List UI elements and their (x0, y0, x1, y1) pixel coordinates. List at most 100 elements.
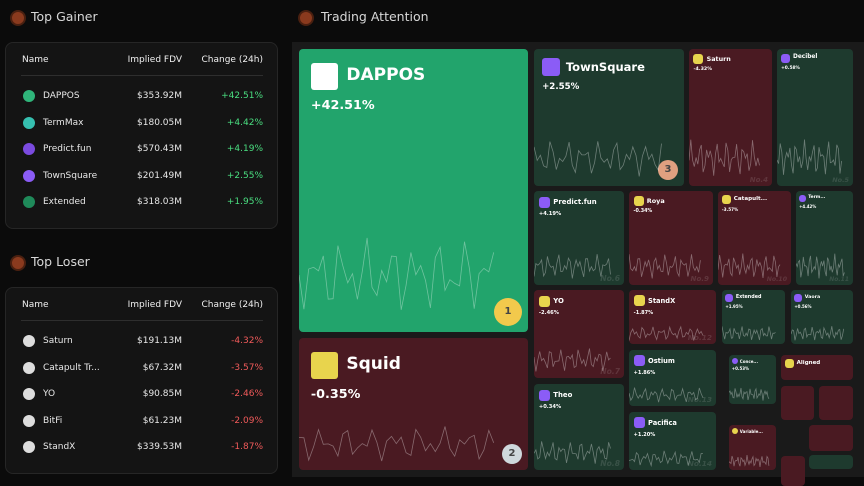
sparkline (729, 387, 770, 401)
token-icon (799, 194, 807, 202)
rank-label: No.4 (749, 175, 768, 184)
sparkline (777, 139, 842, 176)
tile-change: +4.42% (799, 203, 817, 209)
tile-change: +0.56% (794, 304, 812, 310)
tile-name: Variable... (739, 428, 763, 434)
tile-name: YO (553, 296, 564, 305)
token-icon (310, 351, 338, 379)
tile-name: Ostium (648, 356, 675, 365)
token-icon (725, 293, 734, 302)
fdv: $318.03M (137, 197, 182, 207)
tile-change: -4.32% (693, 67, 712, 73)
tile-name: Saturn (706, 54, 731, 63)
sparkline-path (729, 387, 770, 401)
token-icon (781, 53, 791, 63)
token-icon (23, 143, 35, 155)
column-header: Name (22, 55, 49, 65)
tile-change: +2.55% (542, 82, 580, 92)
column-header: Name (22, 300, 49, 310)
treemap: DAPPOS +42.51% 1 Squid -0.35% 2 TownSquare +2.5… (292, 42, 864, 486)
rank-label: No.13 (687, 395, 712, 404)
sparkline-path (629, 325, 704, 341)
change: -3.57% (231, 362, 263, 373)
tile-name: Vaora (804, 294, 821, 300)
tile-name: Conce... (739, 358, 758, 364)
sparkline-path (689, 140, 760, 177)
sparkline-path (299, 425, 495, 462)
tile-name: Roya (646, 196, 665, 205)
icon (10, 10, 26, 26)
sparkline-path (629, 253, 701, 279)
tile: Conce... +0.53% (729, 355, 776, 404)
sparkline (299, 237, 495, 310)
tile-name: StandX (648, 296, 676, 305)
change: -2.09% (231, 415, 263, 426)
column-header: Implied FDV (127, 55, 182, 65)
tile-change: -2.46% (538, 310, 559, 316)
sparkline-path (629, 387, 704, 403)
column-header: Change (24h) (201, 300, 264, 310)
tile-name: Theo (553, 390, 573, 399)
sparkline (796, 253, 845, 279)
token-name: BitFi (43, 415, 63, 426)
loser-card: Name Implied FDV Change (24h) Saturn $191.13… (5, 287, 278, 474)
token-icon (731, 358, 738, 365)
tile-name: Decibel (793, 54, 818, 61)
token-icon (23, 361, 35, 374)
icon (10, 255, 26, 271)
tile-change: +1.86% (633, 369, 656, 376)
tile: TownSquare +2.55% 3 (534, 49, 684, 186)
tile (819, 386, 853, 420)
token-name: Catapult Tr... (43, 362, 100, 373)
token-icon (23, 116, 35, 129)
tile: Vaora +0.56% (791, 290, 853, 344)
tile: Catapult... -3.57% No.10 (718, 191, 791, 285)
rank-label: No.6 (600, 274, 620, 283)
sparkline-path (791, 325, 845, 341)
tile-name: DAPPOS (346, 65, 426, 86)
tile-name: Pacifica (648, 418, 677, 427)
change: +4.19% (226, 144, 263, 154)
gainer-card: Name Implied FDV Change (24h) DAPPOS $353.92… (5, 42, 278, 229)
change: +42.51% (221, 91, 263, 101)
tile-name: Catapult... (733, 196, 768, 203)
change: -2.46% (231, 389, 263, 399)
token-icon (542, 58, 561, 77)
token-icon (538, 196, 550, 208)
rank-badge: 1 (494, 298, 522, 326)
token-icon (23, 388, 35, 400)
sparkline-path (718, 253, 781, 278)
rank-label: No.12 (687, 333, 712, 342)
token-icon (721, 195, 731, 205)
tile: Extended +1.95% (722, 290, 785, 344)
rank-label: No.8 (600, 459, 620, 468)
token-icon (23, 441, 35, 453)
sparkline (729, 454, 770, 467)
divider (21, 75, 263, 76)
sparkline (689, 140, 760, 177)
tile-name: TownSquare (565, 59, 645, 74)
sparkline-path (729, 454, 770, 467)
sparkline-path (534, 441, 611, 465)
tile-change: +0.53% (731, 366, 750, 372)
fdv: $67.32M (142, 362, 182, 373)
change: +4.42% (226, 117, 263, 128)
change: -4.32% (231, 336, 263, 346)
sparkline (534, 141, 662, 177)
tile-change: -3.57% (721, 207, 739, 213)
token-name: DAPPOS (43, 91, 80, 101)
tile-change: +0.58% (781, 65, 800, 71)
tile: Pacifica +1.20% No.14 (629, 412, 716, 470)
token-icon (784, 359, 794, 369)
rank-badge: 2 (502, 444, 522, 464)
change: -1.87% (231, 442, 263, 452)
tile: Squid -0.35% 2 (299, 338, 528, 470)
sparkline-path (629, 450, 704, 467)
tile (809, 455, 853, 469)
sparkline (534, 253, 611, 279)
change: +2.55% (226, 170, 263, 181)
token-name: Predict.fun (43, 144, 92, 154)
token-name: YO (43, 389, 56, 399)
tile: Variable... (729, 425, 776, 470)
tile-name: Squid (346, 354, 401, 375)
